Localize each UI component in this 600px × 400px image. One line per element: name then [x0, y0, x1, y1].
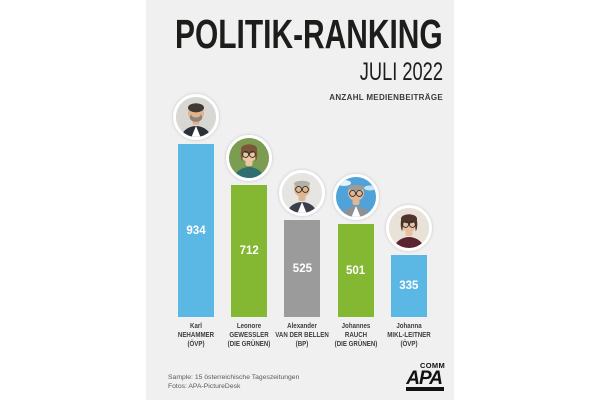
- subtitle-month: JULI 2022: [359, 58, 443, 86]
- politician-party: (ÖVP): [187, 338, 205, 348]
- page-title: POLITIK-RANKING: [175, 11, 443, 57]
- infographic-poster: POLITIK-RANKING JULI 2022 ANZAHL MEDIENB…: [146, 0, 454, 400]
- chart-column: 501 Johannes RAUCH (DIE GRÜNEN): [332, 0, 379, 400]
- politician-photo: [385, 205, 432, 251]
- footer-notes: Sample: 15 österreichische Tageszeitunge…: [168, 373, 299, 391]
- politician-last-name: RAUCH: [344, 329, 367, 339]
- politician-last-name: VAN DER BELLEN: [275, 329, 330, 339]
- bar-value-label: 335: [399, 280, 419, 292]
- bar-category-label: Karl NEHAMMER (ÖVP): [177, 321, 215, 348]
- politician-first-name: Johannes: [341, 321, 370, 330]
- avatar-illustration: [335, 177, 376, 217]
- logo-comm-text: COMM: [420, 361, 445, 370]
- politician-party: (ÖVP): [400, 338, 418, 348]
- bar-category-label: Johannes RAUCH (DIE GRÜNEN): [334, 321, 377, 348]
- bar-value-label: 712: [239, 245, 259, 257]
- bar-category-label: Leonore GEWESSLER (DIE GRÜNEN): [227, 321, 271, 348]
- politician-photo: [332, 174, 379, 220]
- politician-last-name: NEHAMMER: [177, 329, 215, 339]
- avatar-illustration: [282, 173, 323, 213]
- chart-column: 335 Johanna MIKL-LEITNER (ÖVP): [385, 0, 432, 400]
- politician-party: (DIE GRÜNEN): [334, 338, 377, 348]
- politician-photo: [226, 135, 273, 181]
- politician-last-name: GEWESSLER: [229, 329, 269, 339]
- chart-column: 934 Karl NEHAMMER (ÖVP): [173, 0, 219, 400]
- avatar-illustration: [176, 97, 216, 137]
- bar-value-label: 501: [346, 264, 366, 277]
- chart-column: 712 Leonore GEWESSLER (DIE GRÜNEN): [226, 0, 273, 400]
- politician-first-name: Leonore: [237, 321, 262, 330]
- apa-comm-logo: COMM APA: [406, 361, 445, 392]
- bar: 712: [231, 185, 268, 317]
- photos-credit-note: Fotos: APA-PictureDesk: [168, 383, 241, 390]
- bar: 501: [337, 224, 374, 317]
- bar-category-label: Alexander VAN DER BELLEN (BP): [275, 321, 330, 348]
- politician-first-name: Johanna: [396, 321, 422, 330]
- sample-note: Sample: 15 österreichische Tageszeitunge…: [168, 374, 300, 381]
- chart-unit-label: ANZAHL MEDIENBEITRÄGE: [329, 93, 443, 102]
- politician-first-name: Alexander: [287, 321, 318, 330]
- bar: 934: [178, 144, 214, 317]
- bar: 525: [284, 220, 321, 317]
- logo-apa-text: APA: [406, 369, 444, 392]
- poster-header: POLITIK-RANKING JULI 2022 ANZAHL MEDIENB…: [76, 11, 443, 103]
- bar: 335: [390, 255, 427, 317]
- politician-party: (BP): [296, 338, 309, 348]
- politician-photo: [173, 94, 219, 140]
- politician-photo: [279, 170, 326, 216]
- bar-category-label: Johanna MIKL-LEITNER (ÖVP): [387, 321, 431, 348]
- bar-chart: 934 Karl NEHAMMER (ÖVP) 712 Leonore GEWE…: [146, 0, 454, 400]
- politician-party: (DIE GRÜNEN): [227, 338, 271, 348]
- bar-value-label: 934: [186, 224, 206, 237]
- politician-first-name: Karl: [190, 321, 202, 330]
- politician-last-name: MIKL-LEITNER: [387, 329, 431, 339]
- bar-value-label: 525: [292, 262, 312, 275]
- avatar-illustration: [388, 208, 429, 248]
- chart-column: 525 Alexander VAN DER BELLEN (BP): [276, 0, 329, 400]
- avatar-illustration: [229, 138, 270, 178]
